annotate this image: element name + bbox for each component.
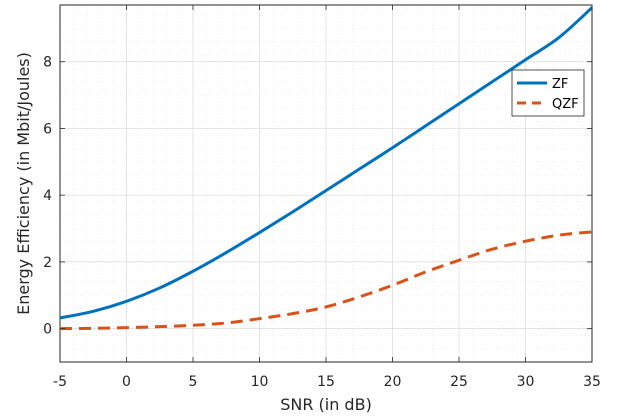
y-axis-label: Energy Efficiency (in Mbit/Joules) [14, 52, 33, 315]
x-tick-label: 20 [384, 374, 402, 390]
y-tick-label: 6 [43, 121, 52, 137]
x-axis-label: SNR (in dB) [280, 395, 372, 414]
y-tick-label: 4 [43, 188, 52, 204]
x-tick-label: 30 [517, 374, 535, 390]
legend: ZF QZF [512, 70, 584, 116]
x-tick-label: 5 [189, 374, 198, 390]
x-tick-label: 10 [251, 374, 269, 390]
y-tick-label: 0 [43, 322, 52, 338]
x-tick-label: 25 [450, 374, 468, 390]
x-tick-label: 15 [317, 374, 335, 390]
y-tick-label: 2 [43, 255, 52, 271]
y-tick-label: 8 [43, 55, 52, 71]
x-tick-label: 35 [583, 374, 601, 390]
x-tick-label: -5 [53, 374, 67, 390]
legend-label-qzf: QZF [552, 97, 579, 112]
legend-label-zf: ZF [552, 77, 568, 92]
x-tick-label: 0 [122, 374, 131, 390]
